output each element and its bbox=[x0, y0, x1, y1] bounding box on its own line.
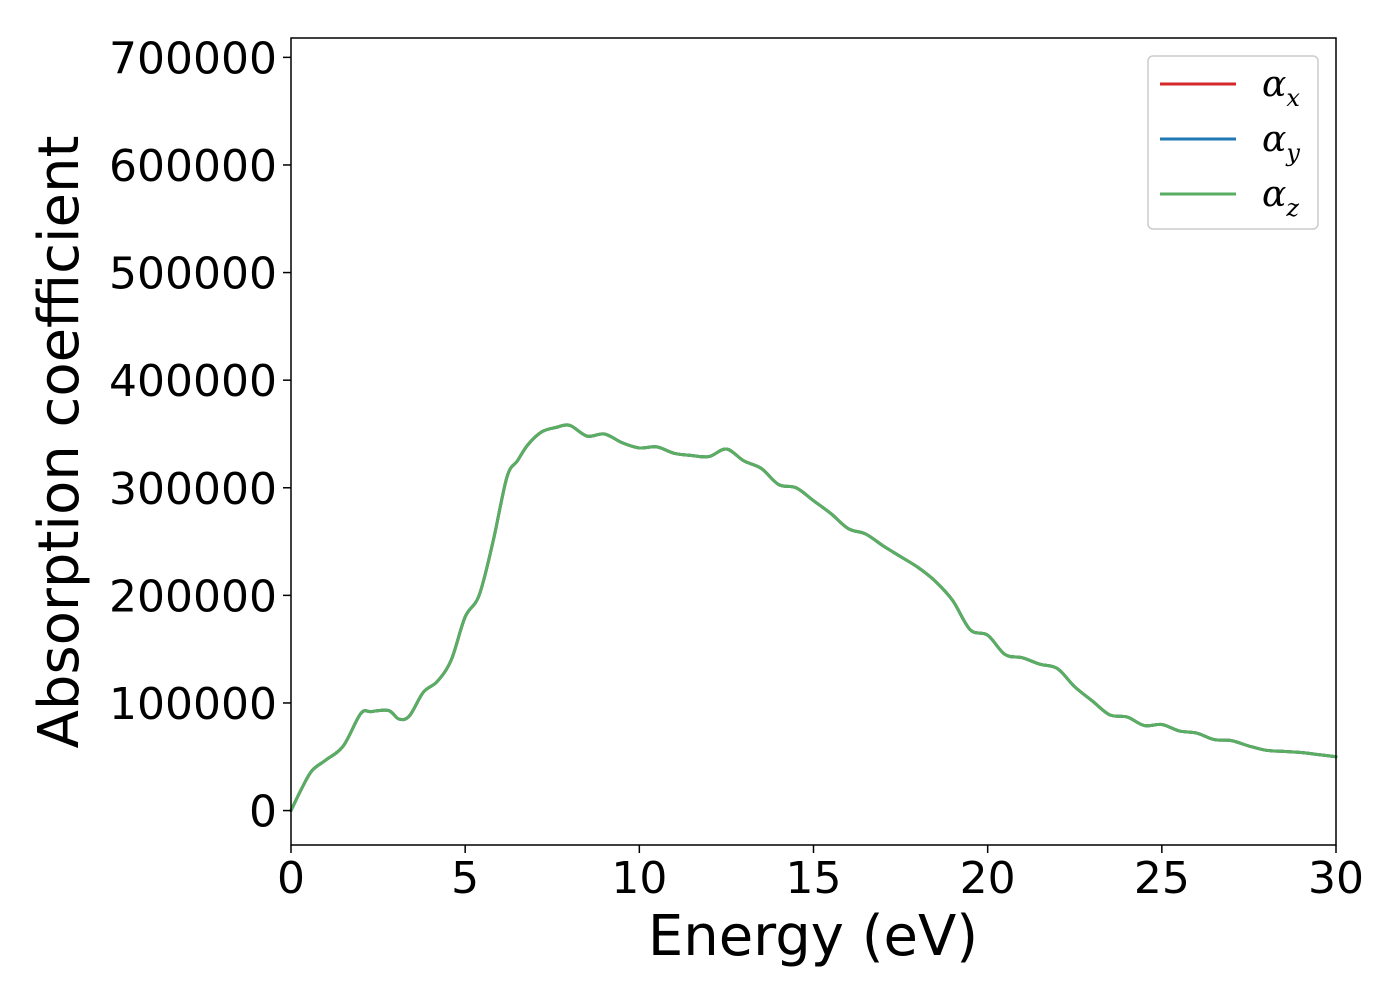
y-tick-label: 700000 bbox=[109, 33, 277, 84]
x-tick-label: 10 bbox=[611, 853, 667, 904]
series-line-3 bbox=[289, 423, 1338, 813]
x-tick-label: 15 bbox=[786, 853, 842, 904]
x-tick-label: 25 bbox=[1134, 853, 1190, 904]
y-tick-label: 400000 bbox=[109, 356, 277, 407]
legend-entries: αx αy αz bbox=[1160, 64, 1300, 222]
legend: αx αy αz bbox=[1147, 55, 1319, 230]
legend-box bbox=[1147, 55, 1319, 230]
x-axis-label: Energy (eV) bbox=[648, 904, 978, 969]
x-tick-label: 5 bbox=[451, 853, 479, 904]
y-axis: 0 100000 200000 300000 400000 500000 600000 700… bbox=[109, 33, 291, 838]
y-axis-label: Absorption coefficient bbox=[27, 136, 92, 749]
y-tick-label: 600000 bbox=[109, 141, 277, 192]
x-tick-label: 20 bbox=[960, 853, 1016, 904]
y-tick-label: 200000 bbox=[109, 571, 277, 622]
legend-label-2: αy bbox=[1262, 119, 1300, 167]
series-line-2 bbox=[289, 423, 1338, 813]
y-tick-label: 0 bbox=[249, 787, 277, 838]
legend-label-3: αz bbox=[1262, 174, 1299, 222]
y-tick-label: 300000 bbox=[109, 464, 277, 515]
plot-lines bbox=[289, 423, 1338, 813]
y-tick-label: 500000 bbox=[109, 249, 277, 300]
series-line-1 bbox=[289, 423, 1338, 813]
x-axis: 0 5 10 15 20 25 30 bbox=[277, 845, 1364, 904]
legend-label-1: αx bbox=[1262, 64, 1300, 112]
y-tick-label: 100000 bbox=[109, 679, 277, 730]
x-tick-label: 30 bbox=[1308, 853, 1364, 904]
x-tick-label: 0 bbox=[277, 853, 305, 904]
